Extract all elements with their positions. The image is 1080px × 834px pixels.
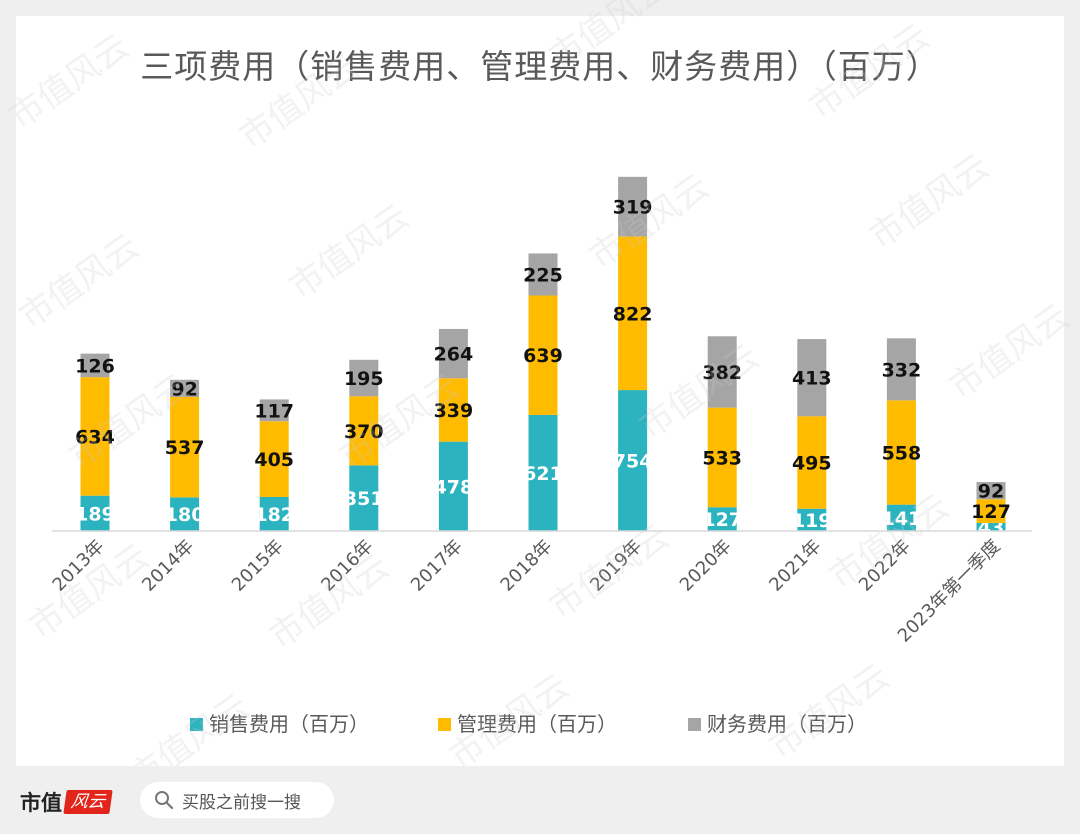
brand-mark: 风云: [63, 790, 113, 814]
bar-segment: [707, 336, 737, 408]
data-label: 319: [613, 197, 653, 219]
bar-segment: [707, 407, 737, 508]
data-label: 117: [254, 400, 294, 422]
x-tick-label: 2021年: [765, 536, 825, 596]
bar-segment: [886, 400, 916, 505]
data-label: 189: [75, 503, 115, 525]
data-label: 634: [75, 426, 115, 448]
bar-segment: [976, 522, 1006, 531]
bar-segment: [618, 236, 648, 391]
bar-segment: [438, 378, 468, 442]
bar-segment: [259, 496, 289, 531]
bar-segment: [528, 414, 558, 531]
bar-segment: [976, 499, 1006, 523]
data-label: 405: [254, 449, 294, 471]
x-tick-label: 2020年: [676, 536, 736, 596]
x-tick-label: 2017年: [407, 536, 467, 596]
x-tick-label: 2022年: [855, 536, 915, 596]
data-label: 370: [344, 421, 384, 443]
bar-segment: [80, 495, 110, 531]
data-label: 127: [702, 509, 742, 531]
legend-label: 管理费用（百万）: [457, 712, 617, 736]
bar-segment: [797, 339, 827, 417]
bar-segment: [170, 396, 200, 498]
bar-segment: [618, 390, 648, 531]
data-label: 339: [434, 400, 474, 422]
bar-segment: [528, 253, 558, 296]
bar-segment: [80, 353, 110, 378]
bar-segment: [349, 359, 379, 397]
bar-segment: [170, 379, 200, 397]
x-tick-label: 2016年: [317, 536, 377, 596]
data-label: 225: [523, 264, 563, 286]
x-tick-label: 2019年: [586, 536, 646, 596]
data-label: 822: [613, 303, 653, 325]
x-tick-label: 2018年: [497, 536, 557, 596]
bar-segment: [618, 176, 648, 237]
bar-segment: [349, 396, 379, 466]
legend-swatch: [688, 718, 701, 731]
x-tick-label: 2013年: [49, 536, 109, 596]
data-label: 180: [165, 504, 205, 526]
data-label: 533: [702, 447, 742, 469]
data-label: 264: [434, 344, 474, 366]
data-label: 558: [882, 443, 922, 465]
chart-title: 三项费用（销售费用、管理费用、财务费用）（百万）: [140, 47, 940, 86]
legend-swatch: [438, 718, 451, 731]
bar-segment: [886, 504, 916, 531]
data-label: 119: [792, 510, 832, 532]
bar-segment: [707, 507, 737, 531]
bar-segment: [797, 416, 827, 509]
data-label: 382: [702, 362, 742, 384]
data-label: 621: [523, 463, 563, 485]
bar-segment: [797, 508, 827, 531]
legend-label: 财务费用（百万）: [707, 712, 867, 736]
bar-segment: [349, 465, 379, 531]
brand-text: 市值: [20, 790, 62, 815]
data-label: 195: [344, 368, 384, 390]
search-box[interactable]: 买股之前搜一搜: [140, 782, 334, 818]
data-label: 413: [792, 368, 832, 390]
data-label: 639: [523, 345, 563, 367]
brand-logo[interactable]: 市值 风云: [20, 787, 113, 817]
data-label: 495: [792, 453, 832, 475]
bar-segment: [438, 441, 468, 531]
bar-segment: [886, 338, 916, 401]
search-icon: [155, 791, 174, 810]
data-label: 92: [171, 378, 197, 400]
bar-segment: [528, 295, 558, 415]
data-label: 351: [344, 488, 384, 510]
bar-segment: [438, 328, 468, 379]
x-tick-label: 2014年: [138, 536, 198, 596]
data-label: 126: [75, 355, 115, 377]
legend-swatch: [190, 718, 203, 731]
legend-label: 销售费用（百万）: [209, 712, 369, 736]
data-label: 182: [254, 504, 294, 526]
x-tick-label: 2015年: [228, 536, 288, 596]
data-label: 537: [165, 437, 205, 459]
search-placeholder: 买股之前搜一搜: [182, 792, 301, 813]
data-label: 754: [613, 451, 653, 473]
bar-segment: [259, 399, 289, 422]
data-label: 141: [882, 508, 922, 530]
data-label: 92: [978, 481, 1004, 503]
bar-segment: [259, 421, 289, 497]
data-label: 332: [882, 359, 922, 381]
data-label: 127: [971, 501, 1011, 523]
bar-segment: [80, 377, 110, 496]
bar-segment: [976, 482, 1006, 500]
bar-segment: [170, 497, 200, 531]
data-label: 478: [434, 476, 474, 498]
